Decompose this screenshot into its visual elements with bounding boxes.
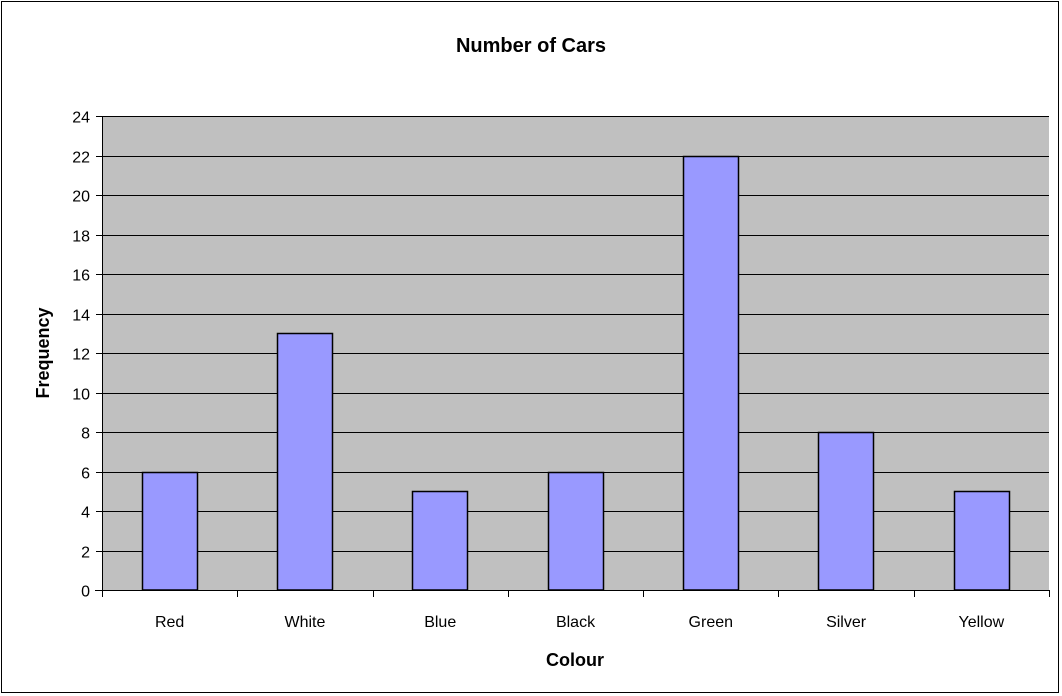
bar-blue (411, 490, 469, 591)
x-tick-label-green: Green (689, 614, 733, 631)
chart-title: Number of Cars (456, 35, 606, 57)
x-tick-label-yellow: Yellow (959, 614, 1005, 631)
x-tick-label-black: Black (556, 614, 596, 631)
y-tick-label: 0 (81, 584, 90, 601)
y-tick-label: 22 (72, 150, 90, 167)
x-tick-label-red: Red (155, 614, 184, 631)
bar-black (547, 471, 605, 591)
y-tick-label: 10 (72, 387, 90, 404)
y-axis-title: Frequency (33, 307, 53, 398)
y-tick-label: 24 (72, 110, 90, 127)
y-tick-label: 2 (81, 545, 90, 562)
bar-red (141, 471, 199, 591)
y-tick-label: 8 (81, 426, 90, 443)
x-axis-title: Colour (546, 650, 604, 670)
y-tick-label: 12 (72, 347, 90, 364)
bar-green (682, 155, 740, 591)
bar-white (276, 332, 334, 591)
gridlines (102, 116, 1049, 552)
bar-silver (817, 431, 875, 591)
y-tick-label: 16 (72, 268, 90, 285)
y-tick-label: 18 (72, 229, 90, 246)
axes (95, 116, 1049, 591)
bars (141, 155, 1011, 591)
x-axis-ticks: Red White Blue Black Green Silver Yellow (102, 590, 1050, 631)
y-tick-label: 4 (81, 505, 90, 522)
y-tick-label: 20 (72, 189, 90, 206)
x-tick-label-white: White (284, 614, 325, 631)
x-tick-label-silver: Silver (826, 614, 867, 631)
y-tick-label: 6 (81, 466, 90, 483)
bar-yellow (953, 490, 1011, 591)
y-tick-label: 14 (72, 308, 90, 325)
x-tick-label-blue: Blue (424, 614, 456, 631)
